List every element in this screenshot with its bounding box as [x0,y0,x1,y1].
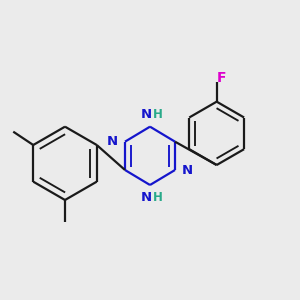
Text: N: N [141,191,152,204]
Text: N: N [107,135,118,148]
Text: N: N [182,164,193,176]
Text: H: H [153,107,163,121]
Text: F: F [217,71,226,85]
Text: H: H [153,191,163,204]
Text: N: N [141,107,152,121]
